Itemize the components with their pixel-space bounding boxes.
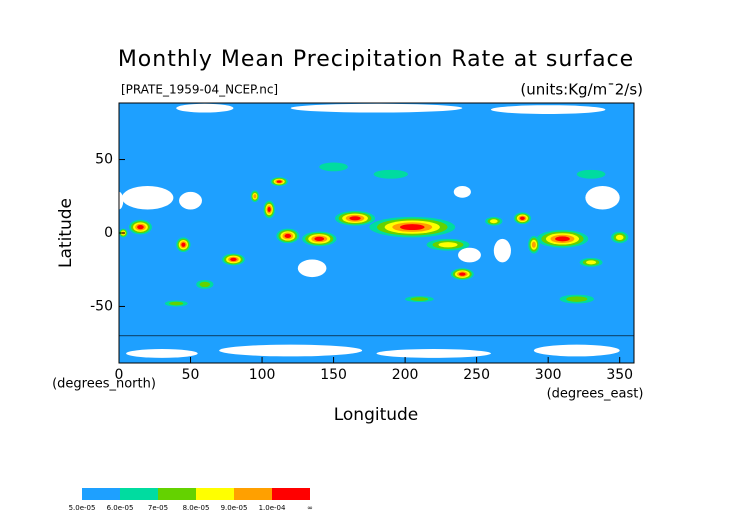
precip-cell bbox=[519, 216, 525, 220]
colorbar-label: 6.0e-05 bbox=[107, 504, 134, 512]
missing-area bbox=[533, 344, 620, 357]
missing-area bbox=[126, 349, 198, 358]
precip-cell bbox=[615, 234, 624, 241]
precip-cell bbox=[169, 301, 184, 306]
colorbar-label: 9.0e-05 bbox=[221, 504, 248, 512]
x-tick-label: 150 bbox=[320, 367, 347, 383]
precip-cell bbox=[284, 233, 292, 239]
y-unit: (degrees_north) bbox=[52, 377, 156, 392]
missing-area bbox=[119, 191, 124, 210]
missing-area bbox=[179, 191, 202, 210]
precip-cell bbox=[314, 236, 325, 241]
x-tick-label: 350 bbox=[606, 367, 633, 383]
precip-cell bbox=[230, 257, 237, 262]
missing-area bbox=[219, 344, 363, 357]
units: (units:Kg/m¯2/s) bbox=[520, 81, 643, 99]
y-tick-label: 0 bbox=[104, 225, 113, 241]
x-tick-label: 0 bbox=[115, 367, 124, 383]
colorbar-box bbox=[272, 488, 310, 500]
missing-area bbox=[585, 185, 620, 210]
precip-cell bbox=[576, 169, 606, 179]
x-tick-label: 100 bbox=[249, 367, 276, 383]
precip-cell bbox=[459, 272, 466, 276]
precip-cell bbox=[276, 180, 282, 183]
precip-cell bbox=[253, 194, 257, 199]
missing-area bbox=[376, 349, 491, 358]
colorbar-box bbox=[196, 488, 234, 500]
map-field bbox=[119, 103, 634, 363]
precip-cell bbox=[489, 219, 498, 224]
y-axis-label: Latitude bbox=[56, 198, 76, 268]
precip-cell bbox=[585, 260, 597, 265]
colorbar-label: 7e-05 bbox=[148, 504, 168, 512]
x-tick-label: 200 bbox=[392, 367, 419, 383]
colorbar-box bbox=[234, 488, 272, 500]
precip-cell bbox=[566, 296, 588, 302]
missing-area bbox=[176, 103, 234, 113]
precip-cell bbox=[555, 236, 570, 242]
missing-area bbox=[297, 259, 327, 278]
chart-title: Monthly Mean Precipitation Rate at surfa… bbox=[118, 47, 634, 72]
colorbar-box bbox=[120, 488, 158, 500]
colorbar-label: 5.0e-05 bbox=[69, 504, 96, 512]
precip-cell bbox=[438, 242, 458, 248]
precip-cell bbox=[137, 225, 144, 230]
missing-area bbox=[121, 185, 174, 210]
x-axis-label: Longitude bbox=[334, 405, 419, 425]
colorbar-label: ∞ bbox=[307, 504, 313, 512]
precip-cell bbox=[410, 297, 429, 301]
subtitle: [PRATE_1959-04_NCEP.nc] bbox=[121, 83, 278, 97]
colorbar-label: 1.0e-04 bbox=[259, 504, 286, 512]
missing-area bbox=[493, 238, 511, 263]
missing-area bbox=[290, 103, 463, 113]
precip-cell bbox=[181, 242, 186, 247]
x-tick-label: 50 bbox=[182, 367, 200, 383]
precip-cell bbox=[319, 162, 348, 172]
colorbar-box bbox=[158, 488, 196, 500]
x-unit: (degrees_east) bbox=[547, 387, 644, 402]
precip-cell bbox=[531, 241, 536, 248]
precip-cell bbox=[267, 206, 271, 213]
precip-cell bbox=[373, 169, 408, 179]
colorbar-label: 8.0e-05 bbox=[183, 504, 210, 512]
precip-cell bbox=[349, 216, 361, 221]
precip-cell bbox=[199, 281, 211, 288]
precip-cell bbox=[400, 224, 425, 231]
missing-area bbox=[453, 185, 471, 198]
x-tick-label: 250 bbox=[463, 367, 490, 383]
y-tick-label: -50 bbox=[90, 298, 113, 314]
x-tick-label: 300 bbox=[535, 367, 562, 383]
missing-area bbox=[458, 247, 481, 263]
y-tick-label: 50 bbox=[95, 152, 113, 168]
colorbar-box bbox=[82, 488, 120, 500]
missing-area bbox=[490, 105, 606, 115]
